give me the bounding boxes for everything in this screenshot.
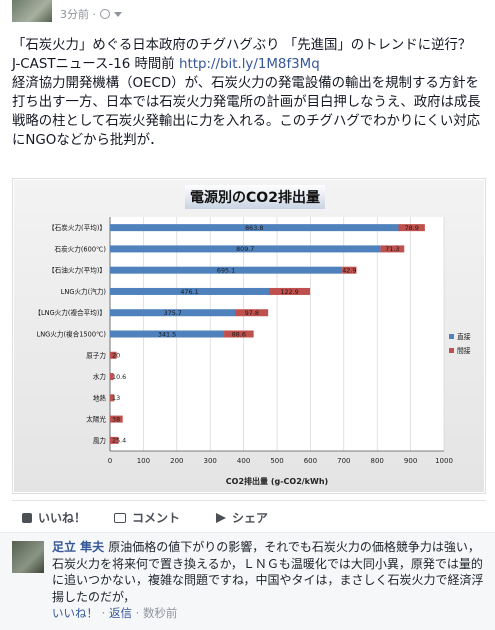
bar-indirect	[110, 373, 114, 381]
bar-indirect	[110, 351, 117, 359]
x-tick-label: 400	[237, 457, 250, 465]
legend-label-indirect: 間接	[457, 346, 471, 355]
share-icon	[216, 513, 226, 523]
bar-indirect	[398, 224, 425, 232]
post-title: 「石炭火力」めぐる日本政府のチグハグぶり 「先進国」のトレンドに逆行？	[12, 38, 472, 53]
data-label-indirect: 25.4	[112, 437, 126, 445]
bar-direct	[110, 224, 399, 232]
data-label-indirect: 38	[112, 415, 120, 423]
y-tick-label: 【LNG火力(複合平均)】	[34, 308, 106, 317]
bar-indirect	[110, 415, 123, 423]
comment-section: 足立 隼夫 原油価格の値下がりの影響，それでも石炭火力の価格競争力は強い，石炭火力…	[0, 532, 495, 630]
x-tick-label: 700	[337, 457, 350, 465]
comment-button[interactable]: コメント	[114, 509, 180, 526]
bar-indirect	[110, 436, 119, 444]
bar-indirect	[224, 330, 254, 338]
commenter-avatar[interactable]	[12, 541, 44, 573]
x-tick-label: 900	[404, 457, 417, 465]
data-label-direct: 375.7	[164, 309, 182, 317]
bar-indirect	[380, 245, 405, 253]
chart-title: 電源別のCO2排出量	[190, 189, 320, 206]
share-button[interactable]: シェア	[216, 509, 268, 526]
x-tick-label: 200	[170, 457, 183, 465]
timestamp-text[interactable]: 3分前 ·	[60, 8, 96, 21]
bar-indirect	[235, 309, 269, 317]
share-label: シェア	[232, 511, 269, 525]
data-label-indirect: 20	[112, 352, 120, 360]
like-label: いいね！	[38, 511, 87, 525]
post-actions: いいね！ コメント シェア	[12, 500, 486, 530]
meta-sep: ·	[98, 606, 109, 620]
data-label-indirect: 97.8	[245, 309, 259, 317]
y-tick-label: 太陽光	[86, 415, 106, 424]
data-label-indirect: 71.3	[385, 245, 399, 253]
y-tick-label: LNG火力(汽力)	[61, 287, 106, 296]
bar-direct	[110, 266, 343, 274]
bar-indirect	[110, 394, 115, 402]
comment-like-link[interactable]: いいね！	[52, 606, 98, 620]
data-label-indirect: 88.6	[232, 330, 246, 338]
chevron-down-icon[interactable]	[114, 12, 122, 17]
comment-icon	[114, 513, 126, 523]
y-tick-label: 【石油火力(平均)】	[48, 266, 106, 275]
data-label-indirect: 122.9	[280, 288, 298, 296]
bar-indirect	[269, 287, 311, 295]
comment-time[interactable]: 数秒前	[142, 606, 178, 620]
comment-text: 原油価格の値下がりの影響，それでも石炭火力の価格競争力は強い，石炭火力を将来何で…	[52, 540, 484, 604]
x-tick-label: 100	[137, 457, 150, 465]
data-label-indirect: 10.6	[112, 373, 126, 381]
x-tick-label: 600	[304, 457, 317, 465]
data-label-direct: 695.1	[217, 266, 235, 274]
chart-image[interactable]: 電源別のCO2排出量 0 100 200 300 400 500 600 700 800 900 1…	[12, 178, 486, 494]
y-tick-label: 地熱	[93, 393, 107, 402]
comment: 足立 隼夫 原油価格の値下がりの影響，それでも石炭火力の価格競争力は強い，石炭火力…	[52, 539, 484, 622]
meta-sep: ·	[131, 606, 143, 620]
y-tick-label: 原子力	[86, 351, 106, 360]
data-label-direct: 809.7	[236, 245, 254, 253]
comment-meta: いいね！ · 返信 · 数秒前	[52, 605, 484, 622]
bar-direct	[110, 309, 236, 317]
y-tick-label: 水力	[93, 372, 106, 381]
data-label-indirect: 78.9	[405, 224, 419, 232]
post-text: 経済協力開発機構（OECD）が、石炭火力の発電設備の輸出を規制する方針を打ち出す…	[12, 76, 481, 148]
post-source: J-CASTニュース-16 時間前 http://bit.ly/1M8f3Mq	[12, 55, 487, 74]
co2-chart: 電源別のCO2排出量 0 100 200 300 400 500 600 700 800 900 1…	[14, 180, 484, 492]
post-body: 「石炭火力」めぐる日本政府のチグハグぶり 「先進国」のトレンドに逆行？ J-CA…	[12, 36, 487, 150]
legend-label-direct: 直接	[457, 332, 471, 341]
comment-reply-link[interactable]: 返信	[108, 606, 132, 620]
globe-icon	[100, 9, 110, 19]
x-tick-label: 0	[108, 457, 112, 465]
legend-swatch-direct	[449, 334, 454, 339]
y-tick-label: 【石炭火力(平均)】	[48, 223, 106, 232]
title-box	[185, 185, 325, 209]
source-link[interactable]: http://bit.ly/1M8f3Mq	[178, 57, 320, 72]
x-tick-label: 300	[204, 457, 217, 465]
thumbs-up-icon	[22, 513, 32, 523]
avatar[interactable]	[12, 0, 52, 22]
data-label-direct: 863.8	[245, 224, 263, 232]
comment-author[interactable]: 足立 隼夫	[52, 540, 105, 554]
data-label-direct: 476.1	[180, 288, 198, 296]
bar-indirect	[342, 266, 357, 274]
bar-direct	[110, 245, 381, 253]
data-label-indirect: 42.9	[342, 266, 356, 274]
post-header: 3分前 ·	[0, 0, 495, 28]
data-label-direct: 341.5	[158, 330, 176, 338]
y-tick-label: 石炭火力(600℃)	[54, 244, 106, 253]
x-tick-label: 1000	[435, 457, 453, 465]
x-axis-label: CO2排出量 (g-CO2/kWh)	[226, 476, 328, 486]
source-name: J-CASTニュース-16 時間前	[12, 57, 179, 72]
y-tick-label: 風力	[93, 436, 106, 445]
x-tick-label: 500	[270, 457, 283, 465]
bar-direct	[110, 330, 225, 338]
bar-direct	[110, 287, 270, 295]
data-label-indirect: 13	[112, 394, 120, 402]
like-button[interactable]: いいね！	[22, 509, 86, 526]
post-timestamp[interactable]: 3分前 ·	[60, 6, 122, 22]
comment-label: コメント	[132, 511, 181, 525]
legend-swatch-indirect	[449, 348, 454, 353]
x-tick-label: 800	[371, 457, 384, 465]
y-tick-label: LNG火力(複合1500℃)	[37, 330, 106, 339]
